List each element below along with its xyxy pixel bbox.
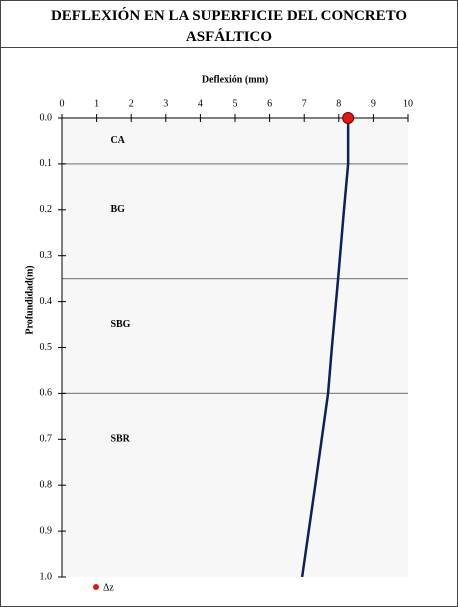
x-tick-label: 3 [163, 98, 168, 109]
y-tick-label: 0.3 [40, 250, 53, 261]
x-tick-label: 2 [129, 98, 134, 109]
marker [342, 112, 355, 124]
legend-label: Δz [103, 582, 114, 593]
y-tick-label: 0.6 [40, 388, 53, 399]
legend-marker [93, 584, 99, 590]
y-tick-label: 0.7 [40, 434, 53, 445]
x-tick-label: 7 [302, 98, 307, 109]
y-tick-label: 0.8 [40, 479, 53, 490]
plot-area [62, 118, 408, 577]
x-tick-label: 4 [198, 98, 203, 109]
y-tick-label: 1.0 [40, 571, 53, 582]
x-tick-label: 5 [233, 98, 238, 109]
y-tick-label: 0.0 [40, 112, 53, 123]
y-tick-label: 0.5 [40, 342, 53, 353]
y-tick-label: 0.4 [40, 296, 53, 307]
layer-label: SBR [110, 434, 130, 445]
y-axis-title: Profundidad(m) [24, 265, 35, 334]
x-tick-label: 8 [336, 98, 341, 109]
chart-title: DEFLEXIÓN EN LA SUPERFICIE DEL CONCRETO A… [51, 7, 407, 45]
y-tick-label: 0.9 [40, 525, 53, 536]
deflection-line [300, 118, 350, 578]
x-tick-label: 6 [267, 98, 272, 109]
x-tick-label: 10 [403, 98, 413, 109]
x-tick-label: 9 [371, 98, 376, 109]
layer-label: SBG [110, 319, 130, 330]
y-tick-label: 0.1 [40, 158, 53, 169]
x-tick-label: 0 [60, 98, 65, 109]
y-tick-label: 0.2 [40, 204, 53, 215]
x-tick-label: 1 [94, 98, 99, 109]
layer-label: CA [110, 135, 125, 146]
x-axis-title: Deflexión (mm) [202, 74, 268, 85]
layer-label: BG [110, 204, 125, 215]
